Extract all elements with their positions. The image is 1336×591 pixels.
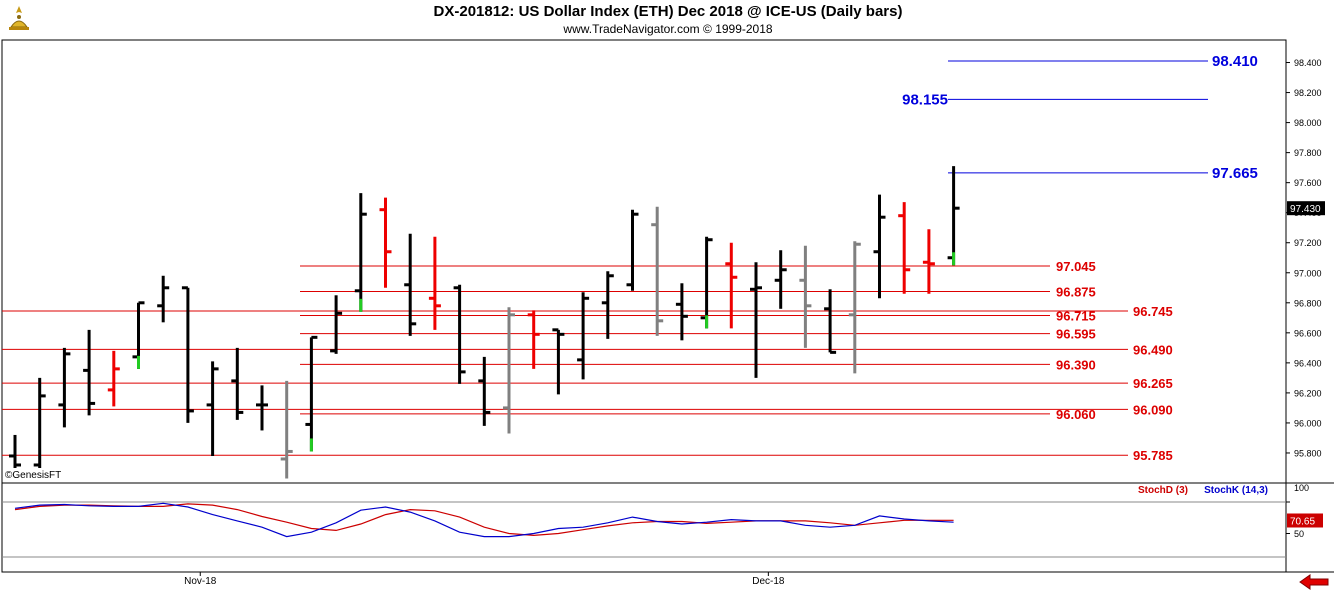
last-price-box (1287, 201, 1325, 216)
y-tick-label: 96.800 (1294, 298, 1322, 308)
level-label: 96.745 (1133, 304, 1173, 319)
level-label: 97.665 (1212, 165, 1258, 182)
stoch-tick-label: 100 (1294, 483, 1309, 493)
stoch-d-line (14, 503, 954, 537)
x-tick-label: Dec-18 (752, 576, 785, 587)
y-tick-label: 96.400 (1294, 358, 1322, 368)
y-tick-label: 96.600 (1294, 328, 1322, 338)
chart-title: DX-201812: US Dollar Index (ETH) Dec 201… (433, 3, 903, 20)
stoch-last-label: 70.65 (1290, 516, 1315, 527)
y-tick-label: 96.000 (1294, 418, 1322, 428)
stoch-last-box (1287, 513, 1323, 528)
stoch-d-legend: StochD (3) (1138, 485, 1188, 496)
time-axis: Nov-18 Dec-18 (184, 572, 785, 587)
y-tick-label: 95.800 (1294, 448, 1322, 458)
x-tick-label: Nov-18 (184, 576, 217, 587)
stoch-k-legend: StochK (14,3) (1204, 485, 1268, 496)
y-tick-label: 98.400 (1294, 58, 1322, 68)
y-tick-label: 97.800 (1294, 148, 1322, 158)
level-label: 97.045 (1056, 259, 1096, 274)
y-tick-label: 96.200 (1294, 388, 1322, 398)
watermark: ©GenesisFT (5, 470, 61, 481)
plot-border (1, 39, 1287, 573)
level-label: 96.595 (1056, 327, 1096, 342)
price-axis: 95.800 96.000 96.200 96.400 96.600 96.800 97.0… (1286, 58, 1325, 458)
ohlc-bars (9, 166, 960, 479)
level-label: 96.715 (1056, 309, 1096, 324)
level-label: 96.090 (1133, 402, 1173, 417)
stoch-tick-label: 50 (1294, 529, 1304, 539)
level-label: 96.390 (1056, 357, 1096, 372)
level-label: 98.155 (902, 91, 948, 108)
y-tick-label: 97.200 (1294, 238, 1322, 248)
price-levels: 98.410 98.155 97.665 97.045 96.875 96.745 96.7… (2, 53, 1258, 463)
y-tick-label: 97.000 (1294, 268, 1322, 278)
level-label: 98.410 (1212, 53, 1258, 70)
genesis-logo-icon (9, 6, 29, 30)
scroll-left-arrow-icon[interactable] (1298, 574, 1330, 590)
level-label: 96.265 (1133, 376, 1173, 391)
y-tick-label: 98.200 (1294, 88, 1322, 98)
y-tick-label: 98.000 (1294, 118, 1322, 128)
chart-subtitle: www.TradeNavigator.com © 1999-2018 (563, 22, 773, 36)
stochastic-panel: 100 50 StochD (3) StochK (14,3) 70.65 (2, 483, 1323, 558)
chart-frame (1, 39, 1334, 573)
level-label: 96.875 (1056, 285, 1096, 300)
chart-header: DX-201812: US Dollar Index (ETH) Dec 201… (0, 0, 1336, 40)
stoch-k-line (14, 502, 954, 538)
last-price-label: 97.430 (1290, 204, 1321, 215)
level-label: 96.490 (1133, 342, 1173, 357)
level-label: 96.060 (1056, 407, 1096, 422)
y-tick-label: 97.600 (1294, 178, 1322, 188)
level-label: 95.785 (1133, 448, 1173, 463)
